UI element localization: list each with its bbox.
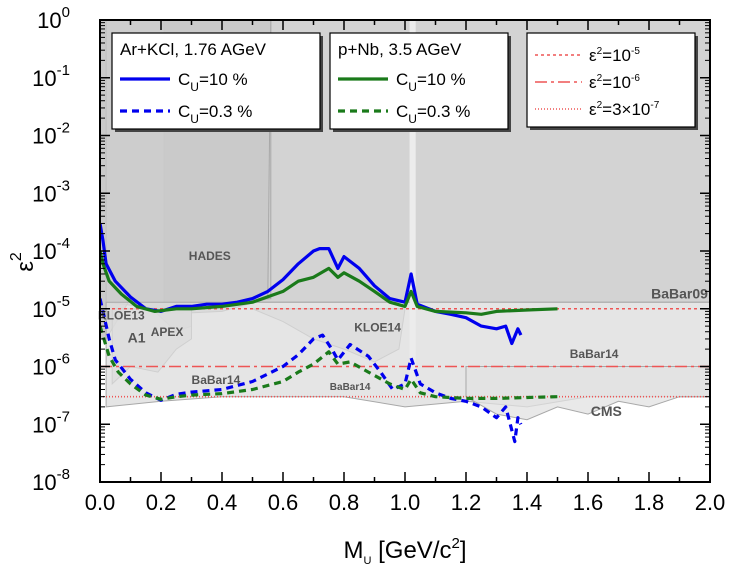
x-tick-label: 1.4 bbox=[512, 490, 543, 515]
y-axis-title: ε2 bbox=[8, 252, 39, 272]
legends: Ar+KCl, 1.76 AGeV CU=10 % CU=0.3 % p+Nb, 3.… bbox=[111, 32, 698, 132]
region-label: CMS bbox=[591, 403, 622, 419]
legend-title: p+Nb, 3.5 AGeV bbox=[338, 40, 462, 59]
axis-ticks bbox=[99, 19, 711, 483]
series-line bbox=[100, 250, 558, 316]
legend-label: CU=0.3 % bbox=[178, 102, 252, 126]
x-tick-label: 0.6 bbox=[268, 490, 299, 515]
ref-legend-box bbox=[526, 32, 696, 128]
x-tick-label: 1.2 bbox=[451, 490, 482, 515]
ref-legend-label: ε2=3×10-7 bbox=[589, 100, 660, 119]
y-tick-label: 10-3 bbox=[32, 177, 70, 206]
region-labels: HADES BaBar09 KLOE13 A1 APEX KLOE14 BaBar14 BaB… bbox=[98, 249, 708, 419]
y-tick-label: 10-5 bbox=[32, 293, 70, 322]
x-tick-label: 1.8 bbox=[634, 490, 665, 515]
region-label: KLOE14 bbox=[354, 321, 401, 335]
legend-label: CU=10 % bbox=[178, 70, 248, 94]
y-tick-label: 10-6 bbox=[32, 351, 70, 380]
series-line bbox=[100, 298, 523, 444]
reference-lines bbox=[100, 307, 710, 398]
region-label: BaBar14 bbox=[192, 373, 241, 387]
series-lines bbox=[100, 223, 558, 444]
legend-title: Ar+KCl, 1.76 AGeV bbox=[120, 40, 267, 59]
ref-legend-label: ε2=10-6 bbox=[589, 73, 640, 92]
legend-box bbox=[111, 32, 321, 130]
x-tick-label: 0.2 bbox=[146, 490, 177, 515]
y-tick-label: 10-2 bbox=[32, 120, 70, 149]
y-tick-label: 100 bbox=[37, 4, 70, 33]
x-tick-label: 2.0 bbox=[695, 490, 726, 515]
x-tick-label: 1.0 bbox=[390, 490, 421, 515]
series-line bbox=[100, 325, 558, 401]
phi-window-strip bbox=[409, 20, 416, 397]
x-tick-label: 1.6 bbox=[573, 490, 604, 515]
region-label: HADES bbox=[189, 249, 231, 263]
legend-label: CU=10 % bbox=[396, 70, 466, 94]
region-label: A1 bbox=[128, 330, 146, 346]
legend-label: CU=0.3 % bbox=[396, 102, 470, 126]
ref-legend-label: ε2=10-5 bbox=[589, 46, 640, 65]
x-tick-label: 0.4 bbox=[207, 490, 238, 515]
region-label: BaBar14 bbox=[570, 347, 619, 361]
x-tick-label: 0.0 bbox=[85, 490, 116, 515]
region-label: BaBar14 bbox=[330, 382, 371, 393]
y-tick-label: 10-8 bbox=[32, 466, 70, 495]
region-label: KLOE13 bbox=[98, 309, 145, 323]
x-axis-title: MU [GeV/c2] bbox=[344, 535, 467, 567]
y-tick-labels: 100 10-1 10-2 10-3 10-4 10-5 10-6 10-7 10-8 bbox=[32, 4, 70, 495]
y-tick-label: 10-4 bbox=[32, 235, 70, 264]
x-tick-label: 0.8 bbox=[329, 490, 360, 515]
region-label: BaBar09 bbox=[651, 286, 708, 302]
y-tick-label: 10-1 bbox=[32, 62, 70, 91]
x-tick-labels: 0.0 0.2 0.4 0.6 0.8 1.0 1.2 1.4 1.6 1.8 2.0 bbox=[85, 490, 726, 515]
legend-box bbox=[329, 32, 509, 130]
y-tick-label: 10-7 bbox=[32, 408, 70, 437]
region-label: APEX bbox=[151, 325, 184, 339]
